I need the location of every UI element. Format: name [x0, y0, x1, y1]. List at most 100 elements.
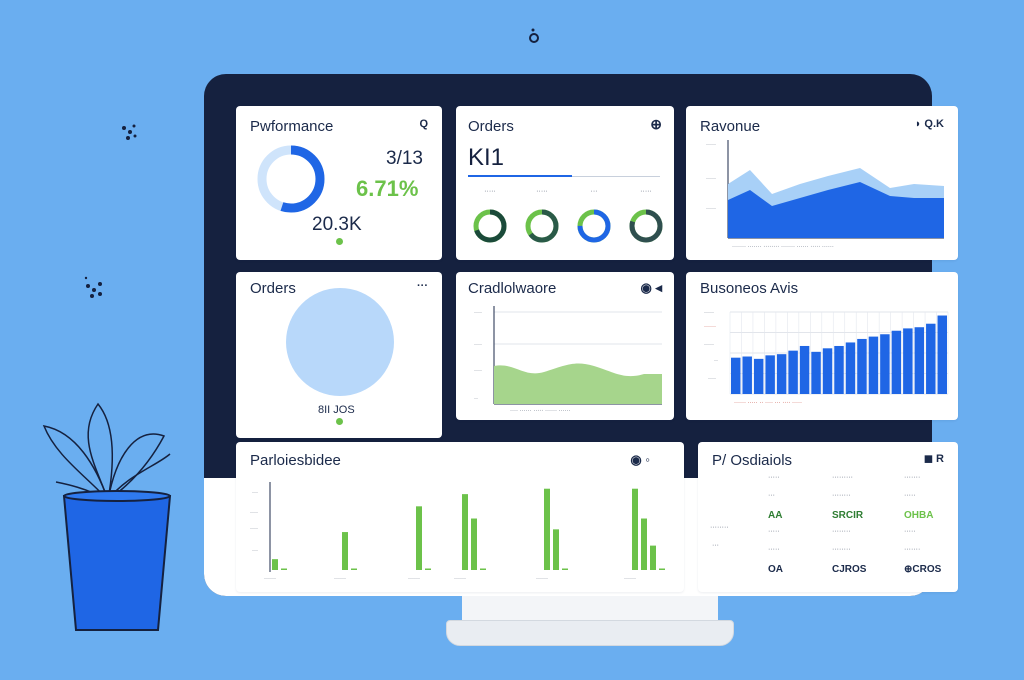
filter-icon[interactable]: ◼ R: [923, 453, 944, 465]
products-side-label-2: ···: [712, 542, 719, 549]
orders-kpi-donut-4: ·····: [624, 188, 668, 254]
performance-bar-xtick: ······: [408, 576, 420, 582]
products-cell: ········: [832, 492, 851, 499]
toggle-icon[interactable]: ◗ Q.K: [914, 118, 944, 130]
cash-tick-3: ····: [474, 368, 482, 374]
business-ads-card[interactable]: Busoneos Avis ····· ······ ····· ·· ····…: [686, 272, 958, 420]
toggle-view-icon[interactable]: ◉ ◦: [630, 452, 650, 467]
ads-bar: [799, 345, 810, 394]
donut-arc: [525, 209, 559, 243]
plant-pot: [62, 490, 172, 631]
cash-tick-4: ··: [474, 396, 478, 402]
ads-bar: [937, 315, 947, 394]
ads-bar: [857, 338, 867, 394]
revenue-card[interactable]: Ravonue ◗ Q.K ····· ····· ····· ······· …: [686, 106, 958, 260]
performance-bar: [471, 518, 477, 570]
performance-value-top: 3/13: [386, 148, 423, 169]
performance-bar: [351, 568, 357, 570]
orders-kpi-donut-label: ·····: [484, 188, 496, 195]
search-icon[interactable]: Q: [419, 118, 428, 130]
ads-bar: [776, 354, 787, 394]
performance-bar: [342, 532, 348, 570]
products-cell: ········: [832, 546, 851, 553]
performance-value-percent: 6.71%: [356, 176, 419, 201]
decorative-dots-left: [122, 124, 137, 140]
products-cell: OA: [768, 564, 783, 575]
performance-bar: [632, 488, 638, 570]
revenue-area-dark: [728, 182, 944, 238]
performance-bar: [650, 545, 656, 570]
revenue-tick-3: ·····: [706, 206, 716, 212]
ads-bar: [742, 356, 752, 394]
orders-pie-circle: [286, 288, 394, 396]
cash-area: [494, 363, 662, 404]
products-cell: ·······: [904, 474, 921, 481]
orders-kpi-donut-label: ·····: [536, 188, 548, 195]
revenue-tick-2: ·····: [706, 176, 716, 182]
performance-bar: [562, 568, 568, 570]
cash-chart-card[interactable]: Cradlolwaore ◉ ◂ ···· ···· ···· ·· ···· …: [456, 272, 674, 420]
monitor-stand-base: [446, 620, 734, 646]
ads-bar: [903, 328, 913, 394]
donut-arc: [629, 209, 663, 243]
orders-pie-caption: 8II JOS: [318, 404, 355, 416]
performance-bars-card[interactable]: Parloiesbidee ◉ ◦ ··· ···· ···· ··· ····…: [236, 442, 684, 592]
ads-bar: [926, 323, 936, 394]
products-cell: ·····: [904, 492, 916, 499]
orders-pie-card[interactable]: Orders ··· 8II JOS: [236, 272, 442, 438]
ads-bar: [868, 336, 879, 394]
cash-chart-title: Cradlolwaore: [468, 280, 557, 297]
orders-kpi-donut-chart: [525, 209, 559, 243]
performance-bar: [544, 488, 550, 570]
ads-bar: [845, 342, 856, 394]
performance-bar: [425, 568, 431, 570]
more-icon[interactable]: ···: [417, 280, 428, 292]
perf-tick-2: ····: [250, 510, 258, 516]
performance-bar-chart: ··· ···· ···· ··· ······ ······ ······ ····…: [250, 482, 665, 582]
ads-bar: [891, 330, 902, 394]
performance-bar: [659, 568, 665, 570]
donut-arc: [577, 209, 611, 243]
ads-bar: [914, 327, 925, 394]
performance-bar-xtick: ······: [264, 576, 276, 582]
settings-icon[interactable]: ◉ ◂: [640, 280, 662, 295]
performance-card[interactable]: Pwformance Q 3/13 6.71% 20.3K: [236, 106, 442, 260]
performance-title: Pwformance: [250, 118, 334, 135]
ads-bar: [880, 334, 890, 394]
decorative-dots-top: [529, 28, 539, 43]
products-cell: ···: [768, 492, 775, 499]
orders-pie-dot: [336, 418, 343, 425]
orders-kpi-card[interactable]: Orders ⊕ KI1 ····· ····· ··· ·····: [456, 106, 674, 260]
ads-tick-4: ··: [714, 358, 718, 364]
products-cell: SRCIR: [832, 510, 864, 521]
revenue-xticks: ······· ······· ········ ······· ······ …: [732, 244, 834, 250]
performance-bar: [641, 518, 647, 570]
products-cell: ·········: [832, 474, 853, 481]
performance-bar: [480, 568, 486, 570]
performance-bars-title: Parloiesbidee: [250, 452, 341, 469]
orders-kpi-donut-chart: [473, 209, 507, 243]
cash-xticks: ···· ······ ····· ······ ······: [510, 408, 571, 414]
performance-bar: [553, 529, 559, 570]
perf-tick-1: ···: [252, 490, 258, 496]
ads-tick-3: ·····: [704, 342, 714, 348]
orders-kpi-value: KI1: [468, 144, 505, 171]
ads-bar: [788, 350, 798, 394]
business-ads-bar-chart: ····· ······ ····· ·· ···· ······ ····· …: [704, 310, 949, 406]
revenue-tick-1: ·····: [706, 142, 716, 148]
revenue-title: Ravonue: [700, 118, 761, 135]
cash-area-chart: ···· ···· ···· ·· ···· ······ ····· ····…: [474, 306, 662, 414]
performance-bar: [416, 506, 422, 570]
add-icon[interactable]: ⊕: [650, 116, 662, 132]
orders-kpi-donut-row: ····· ····· ··· ·····: [464, 188, 668, 254]
orders-pie-title: Orders: [250, 280, 296, 297]
products-cell: ········: [832, 528, 851, 535]
products-title: P/ Osdiaiols: [712, 452, 793, 469]
orders-kpi-donut-chart: [577, 209, 611, 243]
performance-bar-xtick: ······: [334, 576, 346, 582]
perf-tick-4: ···: [252, 548, 258, 554]
products-card[interactable]: P/ Osdiaiols ◼ R ········ ··· ····· ·····…: [698, 442, 958, 592]
products-cell: ·····: [904, 528, 916, 535]
products-table: ····· ········· ······· ··· ········ ····· AA S…: [758, 474, 954, 588]
orders-kpi-donut-3: ···: [572, 188, 616, 254]
